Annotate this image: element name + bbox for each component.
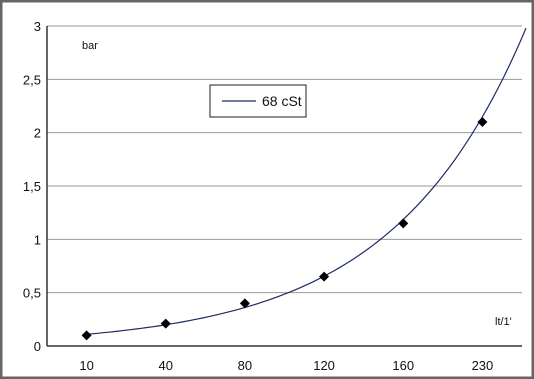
x-tick-label: 120	[313, 358, 335, 373]
legend: 68 cSt	[209, 84, 307, 118]
y-tick-label: 1	[34, 232, 41, 247]
data-point-marker	[239, 298, 250, 309]
y-tick-labels: 0 0,5 1 1,5 2 2,5 3	[23, 19, 41, 354]
data-markers	[81, 117, 488, 341]
y-tick-label: 2	[34, 126, 41, 141]
x-tick-label: 230	[472, 358, 494, 373]
x-tick-label: 80	[238, 358, 252, 373]
x-axis-unit: lt/1'	[495, 316, 512, 328]
x-tick-label: 10	[79, 358, 93, 373]
grid-lines	[47, 25, 522, 294]
data-point-marker	[398, 218, 409, 229]
data-point-marker	[319, 271, 330, 282]
y-tick-label: 0,5	[23, 286, 41, 301]
y-tick-label: 3	[34, 19, 41, 34]
y-tick-label: 1,5	[23, 179, 41, 194]
x-tick-label: 40	[159, 358, 173, 373]
legend-label: 68 cSt	[262, 93, 302, 109]
y-axis-unit: bar	[82, 40, 98, 52]
data-point-marker	[81, 330, 92, 341]
x-tick-label: 160	[392, 358, 414, 373]
y-tick-label: 2,5	[23, 72, 41, 87]
data-point-marker	[160, 318, 171, 329]
x-tick-labels: 10 40 80 120 160 230	[79, 358, 493, 373]
data-point-marker	[477, 117, 488, 127]
series-curve-68-cst	[86, 27, 527, 335]
y-tick-label: 0	[34, 339, 41, 354]
